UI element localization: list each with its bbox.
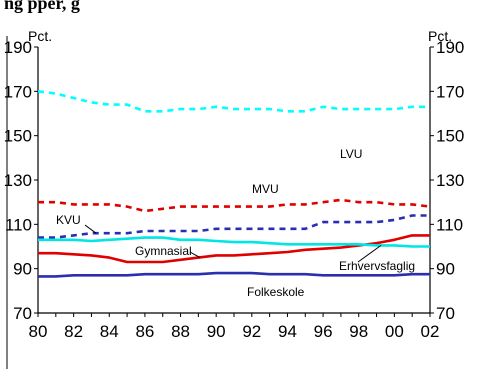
x-tick-label: 96 bbox=[314, 322, 333, 341]
label-leader-line bbox=[189, 251, 201, 259]
x-tick-label: 82 bbox=[64, 322, 83, 341]
y-tick-label-left: 90 bbox=[13, 260, 32, 279]
series-label-erhvervsfaglig: Erhvervsfaglig bbox=[339, 259, 415, 273]
x-tick-label: 84 bbox=[100, 322, 119, 341]
y-tick-label-right: 110 bbox=[436, 215, 463, 234]
series-label-gymnasial: Gymnasial bbox=[135, 244, 192, 258]
series-line-erhvervsfaglig bbox=[38, 236, 430, 248]
y-tick-label-right: 90 bbox=[436, 260, 455, 279]
series-line-lvu bbox=[37, 90, 430, 113]
x-tick-label: 90 bbox=[207, 322, 226, 341]
label-leader-line bbox=[357, 244, 382, 263]
x-tick-label: 00 bbox=[385, 322, 404, 341]
x-tick-label: 88 bbox=[171, 322, 190, 341]
x-tick-label: 80 bbox=[29, 322, 48, 341]
series-label-kvu: KVU bbox=[56, 213, 81, 227]
series-label-lvu: LVU bbox=[340, 147, 362, 161]
y-tick-label-right: 190 bbox=[436, 38, 464, 57]
y-tick-label-right: 170 bbox=[436, 82, 464, 101]
y-tick-label-right: 70 bbox=[436, 304, 455, 323]
x-tick-label: 92 bbox=[242, 322, 261, 341]
y-unit-right: Pct. bbox=[428, 28, 452, 44]
series-line-kvu bbox=[38, 214, 430, 239]
y-tick-label-right: 130 bbox=[436, 171, 464, 190]
series-line-folkeskole bbox=[38, 271, 430, 278]
x-tick-label: 86 bbox=[135, 322, 154, 341]
y-tick-label-right: 150 bbox=[436, 127, 464, 146]
x-tick-label: 94 bbox=[278, 322, 297, 341]
series-line-mvu bbox=[38, 198, 431, 213]
y-unit-left: Pct. bbox=[28, 28, 52, 44]
series-label-folkeskole: Folkeskole bbox=[247, 285, 305, 299]
x-tick-label: 02 bbox=[421, 322, 440, 341]
y-tick-label-left: 130 bbox=[4, 171, 32, 190]
y-tick-label-left: 150 bbox=[4, 127, 32, 146]
y-tick-label-left: 110 bbox=[5, 215, 32, 234]
y-tick-label-left: 190 bbox=[4, 38, 32, 57]
x-tick-label: 98 bbox=[349, 322, 368, 341]
series-label-mvu: MVU bbox=[252, 182, 279, 196]
y-tick-label-left: 170 bbox=[4, 82, 32, 101]
y-tick-label-left: 70 bbox=[13, 304, 32, 323]
page-header-text: ng pper, g bbox=[4, 0, 80, 13]
label-leader-line bbox=[84, 224, 97, 234]
